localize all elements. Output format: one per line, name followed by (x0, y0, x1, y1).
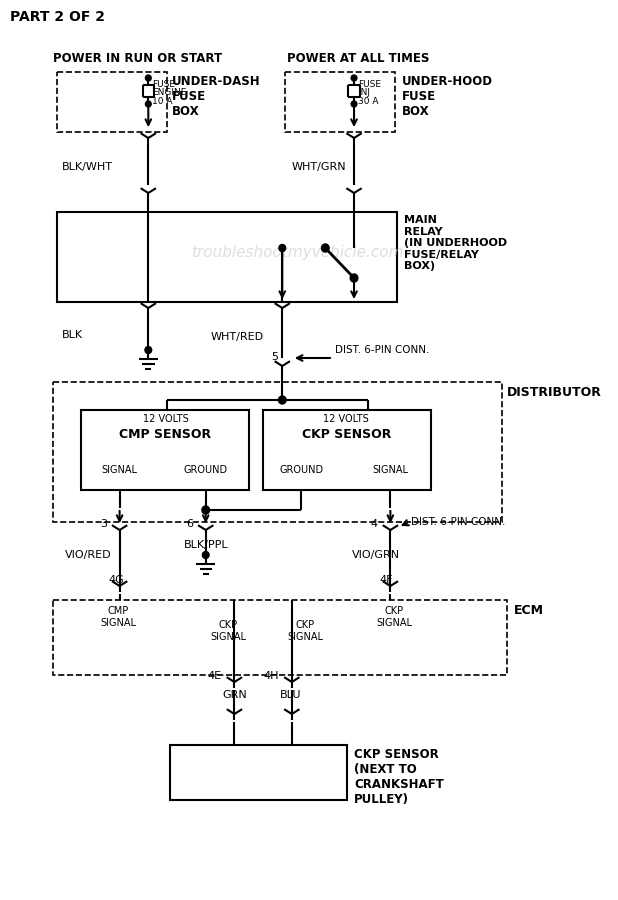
Text: SIGNAL: SIGNAL (101, 465, 138, 475)
Circle shape (145, 75, 151, 81)
Text: CMP SENSOR: CMP SENSOR (119, 428, 211, 441)
Text: 12 VOLTS: 12 VOLTS (143, 414, 188, 424)
Circle shape (351, 101, 357, 107)
Circle shape (202, 506, 210, 514)
Text: ECM: ECM (514, 604, 544, 617)
Text: POWER IN RUN OR START: POWER IN RUN OR START (53, 52, 222, 65)
Text: 4G: 4G (108, 575, 124, 585)
Text: BLU: BLU (279, 690, 301, 700)
Text: MAIN
RELAY
(IN UNDERHOOD
FUSE/RELAY
BOX): MAIN RELAY (IN UNDERHOOD FUSE/RELAY BOX) (404, 215, 507, 272)
Text: 12 VOLTS: 12 VOLTS (323, 414, 369, 424)
Text: WHT/RED: WHT/RED (211, 332, 264, 342)
Text: CKP SENSOR: CKP SENSOR (302, 428, 391, 441)
Text: SIGNAL: SIGNAL (373, 465, 408, 475)
Bar (263, 410, 431, 490)
Bar (285, 72, 395, 132)
Bar (82, 410, 249, 490)
Text: CMP
SIGNAL: CMP SIGNAL (101, 606, 137, 627)
Text: INJ: INJ (358, 88, 370, 97)
Text: 3: 3 (100, 519, 107, 529)
Text: WHT/GRN: WHT/GRN (292, 162, 347, 172)
Bar (53, 600, 507, 675)
Text: UNDER-HOOD
FUSE
BOX: UNDER-HOOD FUSE BOX (402, 75, 493, 118)
Text: UNDER-DASH
FUSE
BOX: UNDER-DASH FUSE BOX (172, 75, 261, 118)
Text: PART 2 OF 2: PART 2 OF 2 (9, 10, 104, 24)
Bar (53, 382, 502, 522)
Text: 4F: 4F (380, 575, 394, 585)
Text: 4H: 4H (264, 671, 279, 681)
Circle shape (279, 396, 286, 404)
Text: DIST. 6-PIN CONN.: DIST. 6-PIN CONN. (412, 517, 506, 527)
Text: 5: 5 (271, 352, 277, 362)
Circle shape (279, 245, 286, 251)
Text: ENGINE: ENGINE (152, 88, 187, 97)
Text: 4E: 4E (208, 671, 222, 681)
Text: CKP SENSOR
(NEXT TO
CRANKSHAFT
PULLEY): CKP SENSOR (NEXT TO CRANKSHAFT PULLEY) (354, 748, 444, 806)
Text: 10 A: 10 A (152, 97, 172, 106)
Bar (171, 745, 347, 800)
Circle shape (321, 244, 329, 252)
Text: GROUND: GROUND (279, 465, 323, 475)
Text: DISTRIBUTOR: DISTRIBUTOR (507, 386, 602, 399)
Text: VIO/RED: VIO/RED (65, 550, 112, 560)
Text: DIST. 6-PIN CONN.: DIST. 6-PIN CONN. (335, 345, 430, 355)
Text: GROUND: GROUND (184, 465, 228, 475)
Text: CKP
SIGNAL: CKP SIGNAL (287, 620, 323, 642)
Text: POWER AT ALL TIMES: POWER AT ALL TIMES (287, 52, 430, 65)
Text: 4: 4 (371, 519, 378, 529)
Circle shape (145, 346, 151, 354)
Text: FUSE: FUSE (152, 80, 175, 89)
Bar (57, 72, 167, 132)
Text: BLK: BLK (62, 330, 83, 340)
Text: 30 A: 30 A (358, 97, 378, 106)
Circle shape (202, 552, 209, 559)
Circle shape (145, 101, 151, 107)
Text: VIO/GRN: VIO/GRN (352, 550, 400, 560)
Text: troubleshootmyvehicle.com: troubleshootmyvehicle.com (192, 246, 404, 260)
Text: CKP
SIGNAL: CKP SIGNAL (211, 620, 247, 642)
Text: 6: 6 (186, 519, 193, 529)
Bar (57, 212, 397, 302)
Text: GRN: GRN (222, 690, 247, 700)
Text: CKP
SIGNAL: CKP SIGNAL (376, 606, 412, 627)
Circle shape (350, 274, 358, 282)
Text: BLK/WHT: BLK/WHT (62, 162, 113, 172)
Text: FUSE: FUSE (358, 80, 381, 89)
Text: BLK/PPL: BLK/PPL (184, 540, 228, 550)
Circle shape (351, 75, 357, 81)
